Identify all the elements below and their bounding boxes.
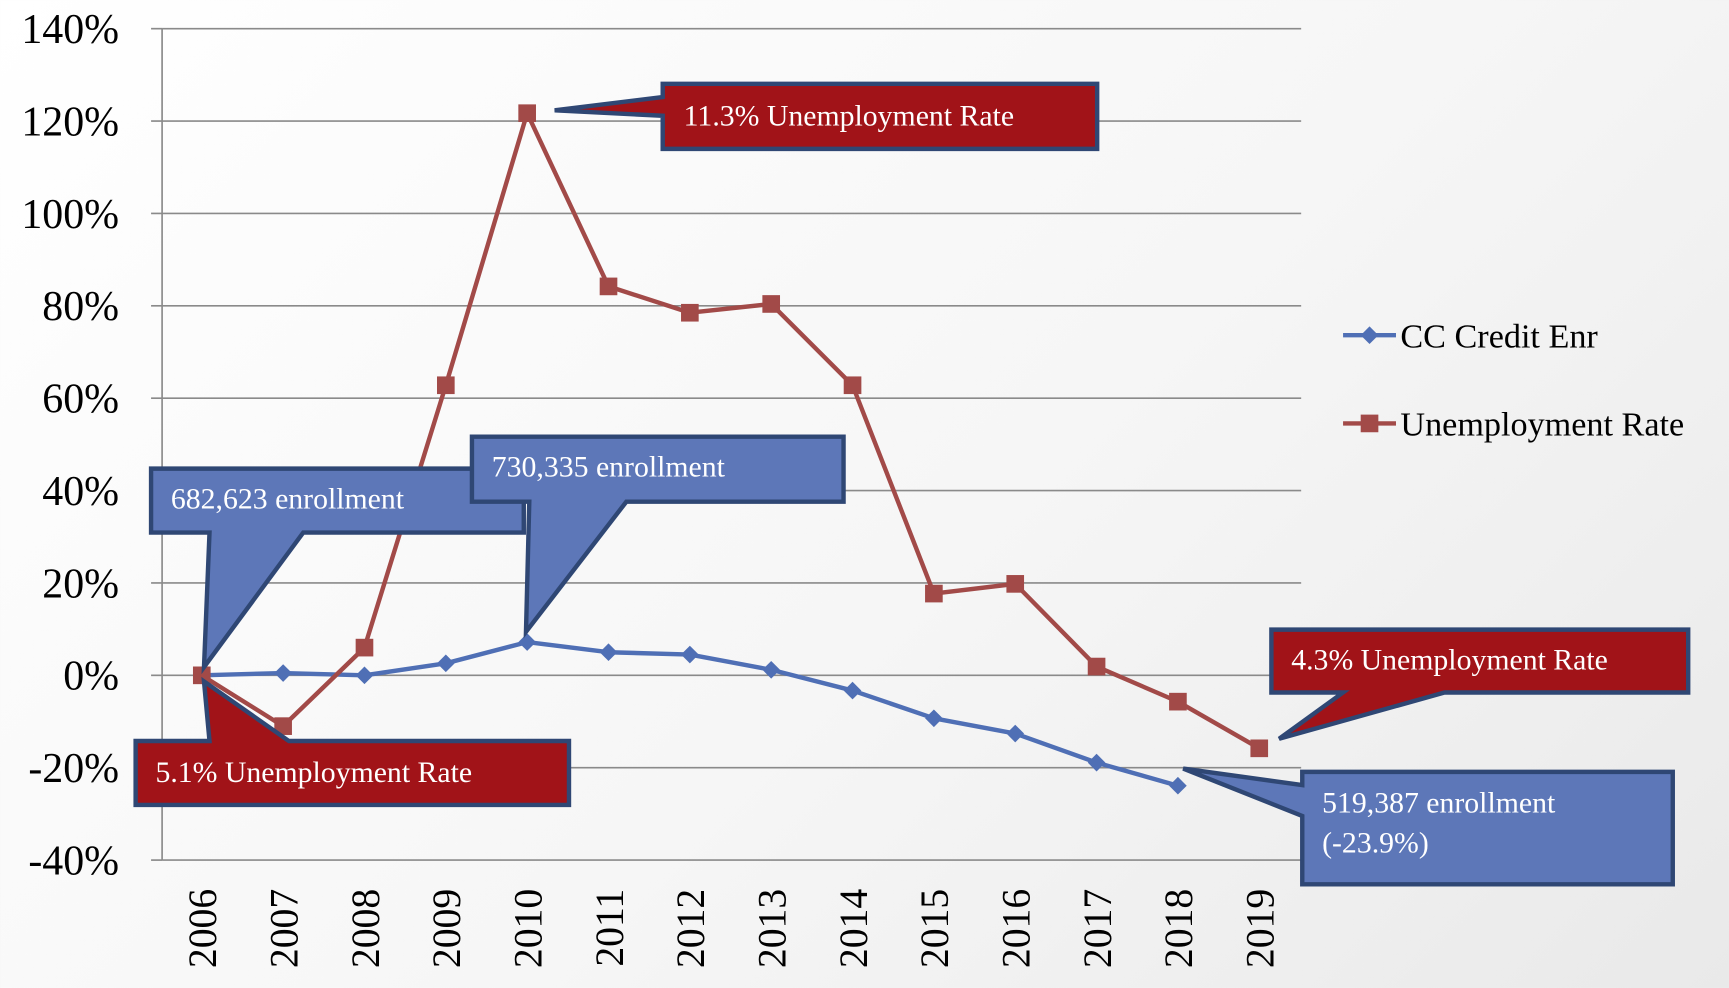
marker — [1250, 739, 1269, 758]
callout — [1269, 627, 1691, 741]
callout — [133, 676, 572, 808]
x-tick-label: 2007 — [262, 889, 306, 968]
marker — [1087, 657, 1106, 676]
marker — [599, 643, 618, 662]
marker — [681, 645, 699, 664]
marker — [843, 681, 862, 700]
marker — [436, 376, 455, 395]
callout — [554, 81, 1100, 152]
y-tick-label: 60% — [42, 377, 119, 423]
marker — [925, 709, 943, 728]
callout-text: 5.1% Unemployment Rate — [155, 756, 472, 789]
x-tick-label: 2010 — [507, 889, 551, 968]
y-tick-label: 120% — [21, 99, 119, 145]
callout-text: 682,623 enrollment — [171, 482, 405, 515]
callout — [469, 434, 846, 639]
marker — [1169, 776, 1187, 795]
marker — [925, 584, 943, 603]
marker — [436, 654, 455, 673]
x-tick-label: 2012 — [669, 889, 713, 968]
x-tick-label: 2013 — [751, 889, 795, 968]
callout-text: (-23.9%) — [1322, 826, 1429, 859]
marker — [1087, 753, 1106, 772]
callout-text: 4.3% Unemployment Rate — [1291, 643, 1608, 676]
x-tick-label: 2006 — [181, 889, 225, 968]
marker — [274, 717, 292, 735]
marker — [355, 666, 374, 685]
marker — [1360, 414, 1379, 433]
marker — [681, 303, 699, 322]
marker — [355, 638, 374, 657]
y-tick-label: 100% — [21, 192, 119, 238]
x-tick-label: 2019 — [1239, 889, 1283, 968]
y-tick-label: 0% — [63, 654, 119, 700]
marker — [274, 664, 292, 682]
marker — [518, 633, 536, 651]
y-tick-label: 140% — [21, 7, 119, 53]
marker — [518, 104, 536, 123]
legend-label: CC Credit Enr — [1400, 318, 1598, 355]
callout-text: 11.3% Unemployment Rate — [684, 100, 1014, 133]
x-tick-label: 2014 — [832, 889, 876, 969]
y-tick-label: 20% — [42, 561, 119, 607]
x-tick-label: 2015 — [913, 889, 957, 968]
marker — [599, 277, 618, 296]
x-tick-label: 2017 — [1076, 889, 1120, 968]
x-tick-label: 2008 — [344, 889, 388, 968]
marker — [192, 666, 211, 685]
legend-label: Unemployment Rate — [1400, 407, 1684, 444]
y-tick-label: 40% — [42, 469, 119, 515]
y-tick-label: -20% — [28, 746, 119, 792]
y-tick-label: -40% — [28, 838, 119, 884]
callout-text: 519,387 enrollment — [1322, 787, 1556, 820]
callout — [1182, 766, 1675, 887]
marker — [843, 376, 862, 395]
marker — [762, 295, 781, 313]
marker — [1169, 692, 1187, 711]
marker — [1006, 724, 1025, 743]
callout-text: 730,335 enrollment — [492, 450, 726, 483]
marker — [1360, 326, 1379, 345]
y-tick-label: 80% — [42, 284, 119, 330]
x-tick-label: 2011 — [588, 889, 632, 967]
marker — [1006, 575, 1025, 593]
x-tick-label: 2009 — [425, 889, 469, 968]
series-line — [200, 110, 1261, 751]
x-tick-label: 2016 — [995, 889, 1039, 968]
x-tick-label: 2018 — [1157, 889, 1201, 968]
